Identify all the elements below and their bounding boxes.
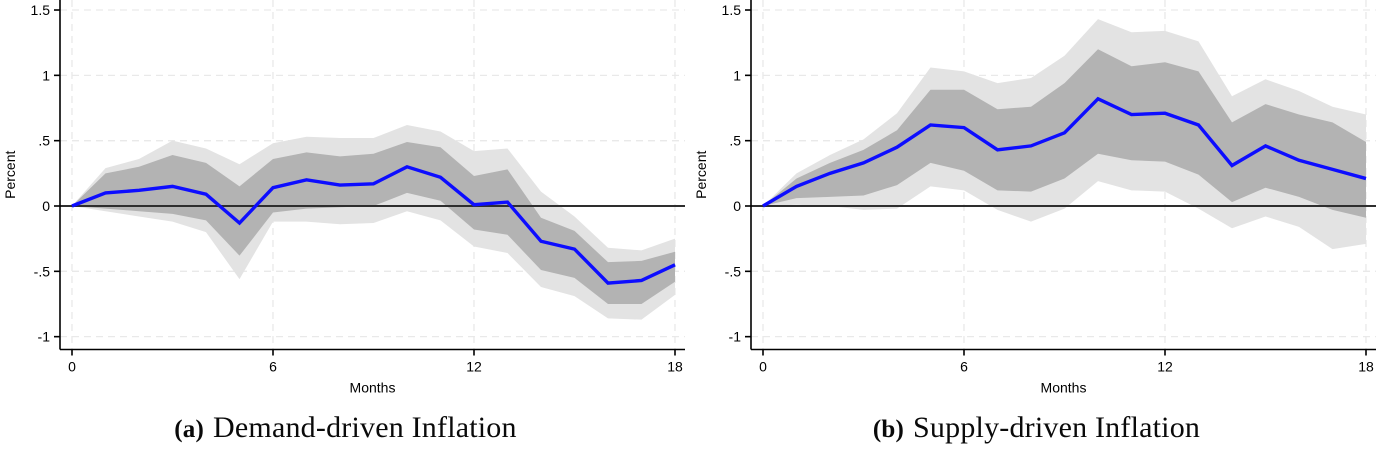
y-tick-label: -1	[729, 329, 742, 345]
irf-line	[71, 164, 676, 285]
caption-a-title: Demand-driven Inflation	[213, 411, 517, 444]
y-tick-label: 0	[42, 198, 50, 214]
x-tick-label: 18	[1358, 359, 1374, 375]
y-tick-label: 0	[733, 198, 741, 214]
inner-confidence-band	[72, 141, 675, 304]
panel-demand-driven: -1 -.5 0 .5 1 1.5 0 6 12 18 Months Percent	[0, 0, 691, 398]
outer-confidence-band	[72, 124, 675, 320]
x-tick-label: 12	[466, 359, 482, 375]
demand-inflation-chart: -1 -.5 0 .5 1 1.5 0 6 12 18 Months Percent	[2, 0, 685, 396]
x-tick-label: 0	[68, 359, 76, 375]
y-axis-title: Percent	[693, 151, 709, 199]
caption-b-title: Supply-driven Inflation	[913, 411, 1201, 444]
x-tick-label: 18	[667, 359, 683, 375]
y-tick-label: -.5	[34, 263, 51, 279]
x-tick-label: 12	[1157, 359, 1173, 375]
caption-b: (b) Supply-driven Inflation	[691, 398, 1382, 465]
y-tick-label: -1	[38, 329, 51, 345]
y-tick-label: .5	[729, 133, 741, 149]
caption-a: (a) Demand-driven Inflation	[0, 398, 691, 465]
x-tick-label: 0	[759, 359, 767, 375]
caption-row: (a) Demand-driven Inflation (b) Supply-dri…	[0, 398, 1382, 465]
x-axis-title: Months	[1041, 380, 1087, 396]
y-tick-label: 1.5	[722, 2, 742, 18]
supply-inflation-chart: -1 -.5 0 .5 1 1.5 0 6 12 18 Months Percent	[693, 0, 1376, 396]
caption-b-prefix: (b)	[872, 416, 905, 443]
y-axis-title: Percent	[2, 151, 18, 199]
irf-line	[762, 96, 1367, 208]
x-tick-label: 6	[960, 359, 968, 375]
panel-supply-driven: -1 -.5 0 .5 1 1.5 0 6 12 18 Months Percent	[691, 0, 1382, 398]
x-axis-title: Months	[350, 380, 396, 396]
y-tick-label: -.5	[725, 263, 742, 279]
y-tick-label: 1.5	[31, 2, 51, 18]
x-tick-label: 6	[269, 359, 277, 375]
y-tick-label: .5	[38, 133, 50, 149]
y-tick-label: 1	[42, 67, 50, 83]
y-tick-label: 1	[733, 67, 741, 83]
caption-a-prefix: (a)	[174, 416, 205, 443]
